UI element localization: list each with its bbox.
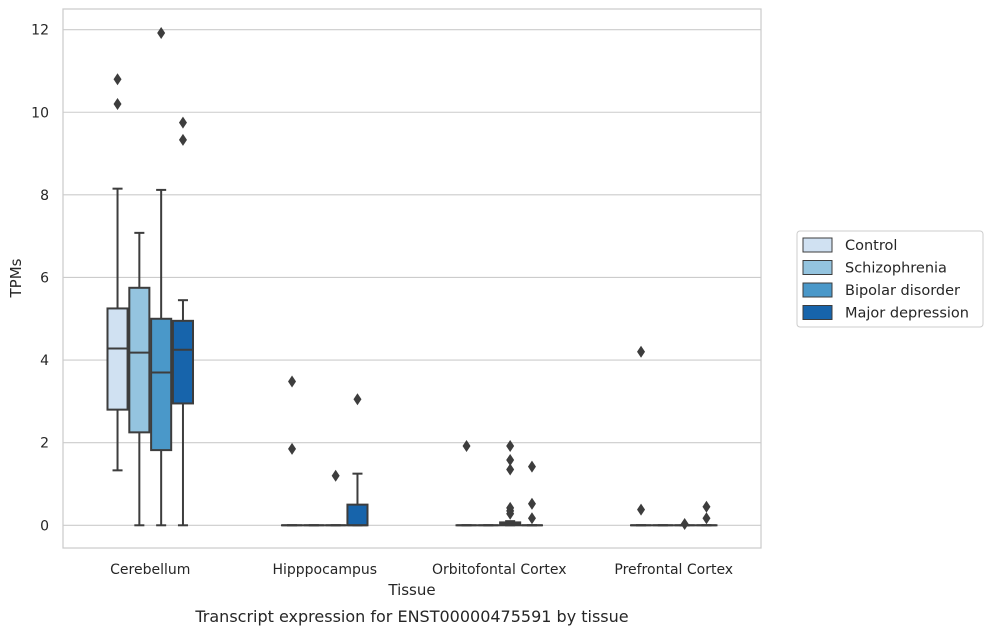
- outlier-point: [331, 469, 340, 482]
- x-tick-label: Hipppocampus: [272, 562, 377, 578]
- x-tick-label: Prefrontal Cortex: [614, 562, 733, 578]
- outlier-point: [527, 460, 536, 473]
- outlier-point: [113, 73, 122, 86]
- outlier-point: [702, 512, 711, 525]
- legend-swatch: [802, 237, 833, 253]
- outlier-point: [462, 439, 471, 452]
- box-major-depression: [520, 460, 544, 527]
- legend-label: Major depression: [845, 306, 969, 322]
- outlier-point: [113, 97, 122, 110]
- box-control: [280, 375, 304, 527]
- outlier-point: [157, 26, 166, 39]
- y-axis-label: TPMs: [7, 258, 25, 298]
- outlier-point: [506, 463, 515, 476]
- box-bipolar-disorder: [150, 26, 173, 527]
- box: [128, 286, 151, 434]
- outlier-point: [178, 133, 187, 146]
- box-bipolar-disorder: [324, 469, 347, 527]
- x-axis-label: Tissue: [387, 581, 435, 599]
- legend-frame: [796, 230, 984, 328]
- box-control: [106, 73, 129, 472]
- x-tick-label: Orbitofontal Cortex: [432, 562, 567, 578]
- legend-swatch: [802, 282, 833, 298]
- legend-swatch: [802, 305, 833, 320]
- outlier-point: [506, 439, 515, 452]
- outlier-point: [506, 501, 515, 514]
- box: [171, 319, 195, 405]
- figure-caption: Transcript expression for ENST0000047559…: [194, 607, 628, 626]
- outlier-point: [178, 116, 187, 129]
- box-bipolar-disorder: [673, 518, 696, 531]
- outlier-point: [527, 497, 536, 510]
- x-axis-ticks: Cerebellum Hipppocampus Orbitofontal Corte…: [110, 562, 733, 578]
- outlier-point: [288, 375, 297, 388]
- box-series: [106, 26, 718, 531]
- y-axis-ticks: 0 2 4 6 8 10 12: [31, 23, 49, 535]
- outlier-point: [527, 512, 536, 525]
- box-major-depression: [171, 116, 195, 527]
- y-tick-label: 6: [40, 270, 49, 286]
- legend-swatch: [802, 260, 833, 275]
- y-tick-label: 12: [31, 23, 49, 39]
- legend: Control Schizophrenia Bipolar disorder Majo…: [796, 230, 984, 328]
- y-tick-label: 0: [40, 518, 49, 534]
- box: [346, 503, 369, 527]
- plot-area-frame: [62, 8, 762, 549]
- outlier-point: [680, 518, 689, 531]
- outlier-point: [637, 503, 646, 516]
- box-schizophrenia: [128, 231, 151, 527]
- outlier-point: [506, 454, 515, 467]
- box: [106, 307, 129, 411]
- outlier-point: [288, 442, 297, 455]
- box-control: [455, 439, 478, 527]
- y-tick-label: 2: [40, 436, 49, 452]
- y-tick-label: 8: [40, 188, 49, 204]
- box-major-depression: [695, 500, 718, 527]
- box-major-depression: [346, 393, 369, 527]
- x-tick-label: Cerebellum: [110, 562, 190, 578]
- outlier-point: [702, 500, 711, 513]
- outlier-point: [637, 345, 646, 358]
- legend-label: Control: [845, 238, 897, 254]
- y-tick-label: 4: [40, 353, 49, 369]
- box-control: [629, 345, 653, 527]
- outlier-point: [353, 393, 362, 406]
- box: [150, 317, 173, 452]
- legend-label: Schizophrenia: [845, 261, 947, 277]
- box-bipolar-disorder: [499, 439, 522, 527]
- legend-label: Bipolar disorder: [845, 283, 960, 299]
- y-tick-label: 10: [31, 105, 49, 121]
